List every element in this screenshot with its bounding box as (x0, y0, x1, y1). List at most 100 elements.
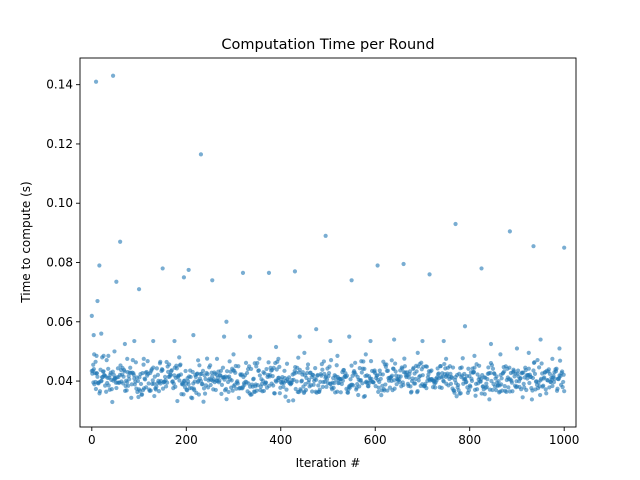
data-point (286, 398, 291, 404)
data-point (302, 350, 307, 355)
data-point (177, 378, 182, 383)
y-tick-label: 0.12 (46, 137, 73, 151)
data-point (131, 372, 136, 378)
data-point (389, 373, 395, 378)
data-point (385, 368, 391, 373)
data-point (223, 386, 229, 392)
data-point (252, 361, 257, 366)
data-point (251, 376, 256, 381)
data-point (110, 369, 115, 374)
data-point (479, 266, 484, 271)
data-point (539, 361, 544, 366)
data-point (538, 337, 543, 342)
data-point (190, 396, 195, 401)
data-point (219, 391, 224, 396)
data-point (499, 376, 504, 381)
data-point (453, 221, 458, 227)
data-point (158, 359, 163, 364)
data-point (530, 375, 536, 381)
data-point (429, 368, 434, 373)
y-tick-label: 0.10 (46, 196, 73, 210)
data-point (300, 370, 305, 375)
data-point (490, 366, 496, 371)
data-point (125, 380, 130, 385)
data-point (557, 346, 562, 351)
data-point (200, 381, 205, 387)
data-point (227, 359, 232, 364)
data-point (173, 384, 178, 389)
data-point (281, 384, 286, 389)
y-axis-title: Time to compute (s) (19, 181, 33, 303)
data-point (305, 366, 310, 371)
data-point (303, 381, 308, 387)
data-point (277, 391, 282, 396)
data-point (133, 360, 138, 365)
data-point (406, 375, 412, 380)
data-point (270, 374, 275, 379)
data-point (554, 366, 559, 371)
data-point (128, 365, 133, 370)
data-point (236, 364, 241, 369)
data-point (311, 373, 316, 378)
data-point (292, 269, 298, 274)
data-point (514, 346, 520, 351)
data-point (318, 379, 323, 384)
data-point (321, 359, 326, 364)
data-point (441, 338, 446, 344)
data-point (101, 353, 106, 358)
data-point (332, 381, 337, 386)
data-point (217, 378, 222, 383)
data-point (485, 376, 490, 382)
data-point (488, 370, 493, 376)
data-point (393, 361, 398, 366)
data-point (349, 278, 354, 283)
data-point (138, 381, 144, 387)
data-point (457, 371, 462, 376)
data-point (319, 373, 324, 378)
data-point (537, 384, 542, 389)
data-point (259, 381, 265, 387)
data-point (326, 371, 332, 376)
data-point (129, 395, 134, 400)
data-point (167, 362, 172, 367)
data-point (136, 394, 141, 400)
data-point (445, 371, 450, 376)
data-point (531, 368, 536, 373)
data-point (93, 359, 98, 364)
data-point (97, 263, 102, 268)
x-tick-label: 600 (364, 433, 387, 447)
data-point (552, 376, 558, 381)
data-point (272, 391, 277, 396)
data-point (368, 359, 374, 364)
data-point (162, 374, 168, 379)
data-point (221, 334, 227, 339)
data-point (244, 370, 250, 376)
data-point (498, 352, 503, 357)
data-point (262, 371, 267, 376)
data-point (493, 388, 499, 393)
data-point (471, 369, 477, 375)
data-point (95, 374, 100, 379)
data-point (384, 362, 389, 367)
data-point (208, 363, 213, 368)
data-point (277, 364, 282, 369)
data-point (178, 372, 184, 377)
data-point (104, 358, 109, 363)
data-point (320, 367, 325, 372)
data-point (201, 399, 206, 404)
data-point (407, 369, 413, 374)
data-point (427, 272, 432, 277)
data-point (229, 378, 234, 383)
data-point (177, 355, 182, 360)
data-point (356, 392, 361, 398)
data-point (436, 371, 441, 376)
data-point (379, 393, 384, 398)
data-point (515, 368, 521, 373)
data-point (178, 362, 183, 367)
data-point (139, 392, 145, 397)
data-point (311, 382, 316, 387)
data-point (413, 381, 418, 386)
data-point (500, 388, 505, 393)
data-point (409, 389, 414, 394)
